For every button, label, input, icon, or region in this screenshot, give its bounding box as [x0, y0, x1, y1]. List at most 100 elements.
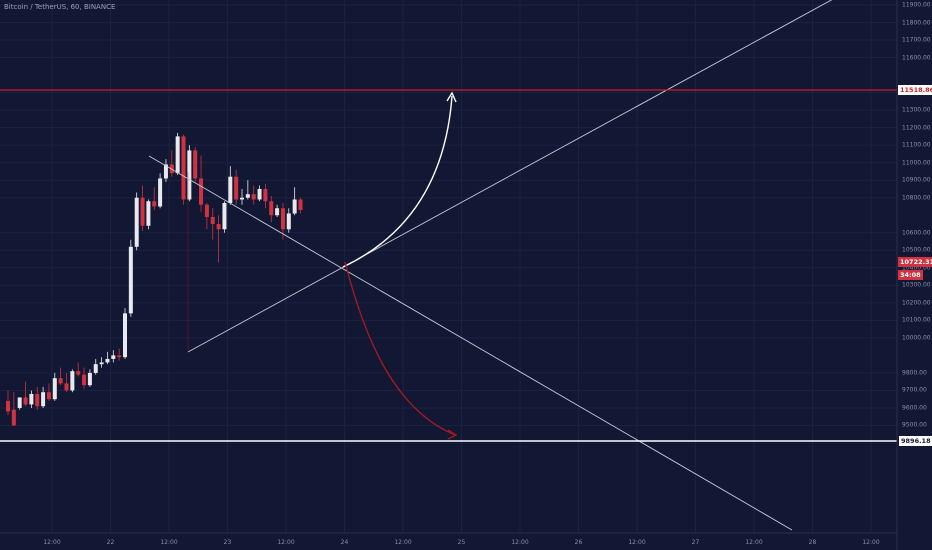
y-tick-label: 10600.00	[902, 229, 931, 237]
candle	[134, 192, 139, 251]
candle-body	[46, 392, 51, 400]
y-tick-label: 10300.00	[902, 281, 931, 289]
candle	[146, 199, 151, 230]
candle-body	[29, 393, 34, 405]
x-tick-label: 12:00	[862, 539, 880, 546]
candle	[11, 392, 16, 426]
candle	[17, 397, 22, 410]
x-tick-label: 12:00	[277, 539, 295, 546]
x-tick-label: 12:00	[745, 539, 763, 546]
candle-body	[222, 202, 227, 230]
candle-body	[17, 397, 22, 408]
candle-body	[263, 188, 268, 202]
candlestick-series	[6, 132, 303, 426]
candle-body	[11, 409, 16, 426]
candle	[117, 348, 122, 361]
y-tick-label: 9700.00	[902, 386, 927, 394]
y-tick-label: 10200.00	[902, 299, 931, 307]
bullish-breakout-arrow[interactable]	[342, 95, 453, 268]
y-tick-label: 11900.00	[902, 1, 931, 9]
y-tick-label: 11200.00	[902, 124, 931, 132]
x-tick-label: 12:00	[43, 539, 61, 546]
current-price-label: 10722.31	[898, 257, 932, 267]
candle-body	[41, 392, 46, 407]
candle-body	[251, 194, 256, 200]
candle	[99, 357, 104, 368]
candle-body	[35, 393, 40, 407]
y-tick-label: 9500.00	[902, 421, 927, 429]
candle-body	[76, 371, 81, 375]
x-tick-label: 12:00	[628, 539, 646, 546]
candle	[41, 386, 46, 408]
candle-body	[140, 197, 145, 226]
candle-body	[23, 397, 28, 405]
candle	[52, 372, 57, 401]
candle	[234, 169, 239, 205]
candle-body	[134, 197, 139, 247]
bullish-arrow-head-icon	[446, 91, 457, 103]
candle-body	[58, 378, 63, 384]
candle	[228, 166, 233, 205]
candle	[263, 183, 268, 209]
bearish-breakdown-arrow[interactable]	[344, 261, 456, 436]
candle-body	[275, 208, 280, 216]
candle-body	[117, 355, 122, 358]
candle-body	[193, 150, 198, 179]
y-tick-label: 11700.00	[902, 36, 931, 44]
candle	[163, 159, 168, 182]
candle	[187, 145, 192, 202]
candle-body	[298, 199, 303, 210]
candle-body	[228, 176, 233, 203]
candle-body	[105, 358, 110, 363]
candle-body	[99, 362, 104, 365]
x-tick-label: 27	[691, 539, 700, 546]
x-tick-label: 22	[106, 539, 115, 546]
x-tick-label: 24	[340, 539, 349, 546]
candle	[29, 390, 34, 408]
candle-body	[158, 178, 163, 207]
support-price-label: 9896.18	[899, 436, 932, 446]
candle-body	[70, 371, 75, 391]
chart-title: Bitcoin / TetherUS, 60, BINANCE	[4, 3, 116, 11]
candle	[87, 369, 92, 387]
candle-body	[245, 194, 250, 198]
candle	[105, 351, 110, 365]
candle-body	[210, 216, 215, 224]
triangle-lower-trendline[interactable]	[187, 0, 835, 353]
candle-body	[111, 355, 116, 359]
y-tick-label: 10100.00	[902, 316, 931, 324]
y-tick-label: 11300.00	[902, 106, 931, 114]
candle	[216, 215, 221, 263]
candle	[140, 185, 145, 232]
candle-body	[128, 246, 133, 314]
candle	[257, 185, 262, 202]
y-tick-label: 10800.00	[902, 194, 931, 202]
candle-body	[292, 199, 297, 214]
y-tick-label: 10400.00	[902, 264, 931, 272]
candle-body	[181, 136, 186, 200]
drawings	[0, 0, 897, 531]
candle	[204, 202, 209, 230]
y-tick-label: 11000.00	[902, 159, 931, 167]
x-tick-label: 26	[574, 539, 583, 546]
candle-body	[6, 400, 10, 412]
x-tick-label: 12:00	[511, 539, 529, 546]
x-tick-label: 23	[223, 539, 232, 546]
candle	[111, 350, 116, 363]
x-tick-label: 12:00	[160, 539, 178, 546]
candle	[199, 155, 204, 212]
candle-body	[152, 201, 157, 207]
y-tick-label: 9600.00	[902, 404, 927, 412]
candle-body	[280, 208, 285, 230]
y-tick-label: 11100.00	[902, 141, 931, 149]
candle	[210, 208, 215, 240]
x-tick-label: 28	[808, 539, 817, 546]
candle	[64, 372, 69, 393]
triangle-upper-trendline[interactable]	[148, 155, 793, 531]
candle-body	[82, 374, 87, 386]
candle	[82, 367, 87, 389]
candle	[292, 187, 297, 216]
chart-grid	[0, 0, 897, 533]
candle	[76, 362, 81, 377]
